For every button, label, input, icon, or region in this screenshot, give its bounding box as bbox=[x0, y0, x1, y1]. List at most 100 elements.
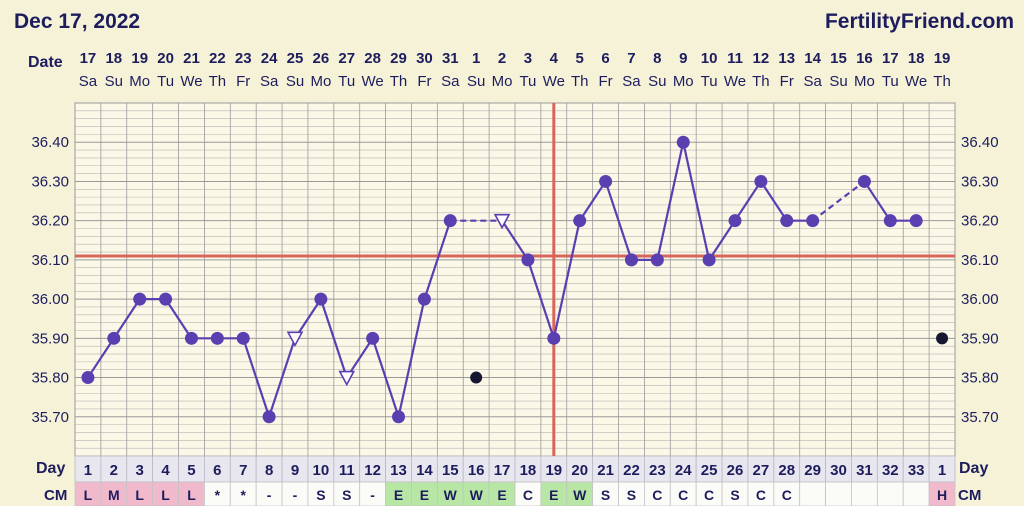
y-tick-right: 36.10 bbox=[961, 252, 999, 269]
temp-point bbox=[650, 253, 664, 267]
site-brand[interactable]: FertilityFriend.com bbox=[824, 10, 1014, 33]
y-tick-left: 35.70 bbox=[31, 409, 69, 426]
cycle-day-number: 13 bbox=[390, 462, 407, 479]
weekday: We bbox=[543, 73, 565, 90]
weekday: Tu bbox=[157, 73, 174, 90]
temp-connector bbox=[501, 220, 529, 261]
temp-point bbox=[547, 331, 561, 345]
date-number: 17 bbox=[80, 50, 97, 67]
cycle-day-number: 21 bbox=[597, 462, 614, 479]
temp-point-open bbox=[338, 370, 356, 387]
date-number: 18 bbox=[908, 50, 925, 67]
cm-cell bbox=[488, 481, 516, 506]
weekday: Su bbox=[467, 73, 485, 90]
date-number: 7 bbox=[627, 50, 635, 67]
date-number: 21 bbox=[183, 50, 200, 67]
date-number: 5 bbox=[576, 50, 584, 67]
cycle-day-number: 19 bbox=[545, 462, 562, 479]
cycle-day-number: 32 bbox=[882, 462, 899, 479]
cm-value: L bbox=[161, 487, 170, 503]
weekday: Th bbox=[571, 73, 589, 90]
cycle-day-cell bbox=[229, 455, 257, 483]
weekday: Tu bbox=[519, 73, 536, 90]
weekday: Mo bbox=[854, 73, 875, 90]
temp-point bbox=[417, 292, 431, 306]
cycle-day-number: 22 bbox=[623, 462, 640, 479]
cm-value: W bbox=[444, 487, 458, 503]
weekday: Mo bbox=[492, 73, 513, 90]
cm-value: W bbox=[573, 487, 587, 503]
weekday: We bbox=[362, 73, 384, 90]
temp-point bbox=[314, 292, 328, 306]
date-number: 19 bbox=[934, 50, 951, 67]
temp-point bbox=[133, 292, 147, 306]
weekday: Mo bbox=[310, 73, 331, 90]
y-tick-left: 36.10 bbox=[31, 252, 69, 269]
cm-cell bbox=[359, 481, 386, 506]
cm-value: L bbox=[187, 487, 196, 503]
date-number: 3 bbox=[524, 50, 532, 67]
cycle-day-number: 5 bbox=[187, 462, 195, 479]
temp-point bbox=[81, 371, 95, 385]
weekday: Tu bbox=[882, 73, 899, 90]
temp-point bbox=[676, 135, 690, 149]
temp-point bbox=[599, 174, 613, 188]
temp-point bbox=[107, 331, 121, 345]
cm-cell bbox=[411, 481, 438, 506]
cycle-day-cell bbox=[566, 455, 594, 483]
cm-value: * bbox=[241, 487, 247, 503]
cm-value: C bbox=[523, 487, 533, 503]
temp-point bbox=[159, 292, 173, 306]
cm-cell bbox=[281, 481, 309, 506]
cm-cell bbox=[333, 481, 361, 506]
cm-cell bbox=[204, 481, 231, 506]
date-number: 13 bbox=[778, 50, 795, 67]
cycle-day-cell bbox=[436, 455, 464, 483]
date-number: 9 bbox=[679, 50, 687, 67]
weekday: Fr bbox=[599, 73, 613, 90]
temp-point bbox=[780, 214, 794, 228]
y-tick-right: 35.90 bbox=[961, 330, 999, 347]
cycle-day-cell bbox=[902, 455, 930, 483]
temp-point bbox=[443, 214, 457, 228]
date-number: 23 bbox=[235, 50, 252, 67]
date-number: 1 bbox=[472, 50, 480, 67]
temp-connector-dashed bbox=[811, 180, 866, 222]
weekday: Sa bbox=[622, 73, 641, 90]
cycle-day-cell bbox=[669, 455, 697, 483]
temp-connector bbox=[164, 298, 193, 339]
cm-cell bbox=[928, 481, 956, 506]
cycle-day-number: 2 bbox=[110, 462, 118, 479]
weekday: Sa bbox=[803, 73, 822, 90]
cm-value: W bbox=[470, 487, 484, 503]
cm-cell bbox=[307, 481, 335, 506]
date-number: 27 bbox=[338, 50, 355, 67]
cm-value: - bbox=[293, 487, 298, 503]
temp-connector bbox=[759, 180, 788, 222]
cycle-day-cell bbox=[74, 455, 102, 483]
date-number: 26 bbox=[313, 50, 330, 67]
cm-value: E bbox=[394, 487, 403, 503]
y-tick-right: 36.40 bbox=[961, 134, 999, 151]
day-row-label: Day bbox=[36, 460, 65, 477]
cycle-day-number: 29 bbox=[804, 462, 821, 479]
date-number: 19 bbox=[131, 50, 148, 67]
cycle-day-number: 7 bbox=[239, 462, 247, 479]
weekday: Fr bbox=[780, 73, 794, 90]
cycle-day-cell bbox=[126, 455, 154, 483]
cm-cell bbox=[669, 481, 697, 506]
date-number: 31 bbox=[442, 50, 459, 67]
date-row-label: Date bbox=[28, 54, 63, 71]
y-tick-right: 35.80 bbox=[961, 370, 999, 387]
cm-value: E bbox=[497, 487, 506, 503]
temp-connector bbox=[268, 337, 297, 418]
y-tick-right: 36.20 bbox=[961, 213, 999, 230]
cm-cell bbox=[799, 481, 826, 506]
weekday: We bbox=[724, 73, 746, 90]
temp-connector bbox=[552, 220, 581, 339]
cm-value: S bbox=[342, 487, 351, 503]
cycle-day-number: 15 bbox=[442, 462, 459, 479]
weekday: Tu bbox=[701, 73, 718, 90]
weekday: Fr bbox=[417, 73, 431, 90]
date-number: 30 bbox=[416, 50, 433, 67]
